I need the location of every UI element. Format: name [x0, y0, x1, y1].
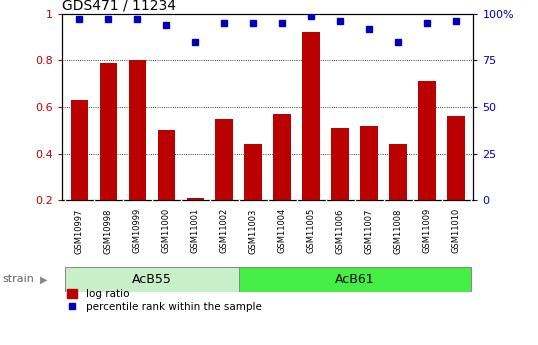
Bar: [244, 144, 262, 200]
Text: GSM11002: GSM11002: [220, 208, 229, 254]
Bar: [70, 100, 88, 200]
Bar: [419, 81, 436, 200]
Text: GSM11006: GSM11006: [336, 208, 345, 254]
Bar: [390, 144, 407, 200]
Text: GSM11005: GSM11005: [307, 208, 316, 254]
Bar: [187, 198, 204, 200]
Bar: [239, 267, 471, 292]
Text: GSM11003: GSM11003: [249, 208, 258, 254]
Bar: [273, 114, 291, 200]
Text: GSM11000: GSM11000: [162, 208, 171, 254]
Bar: [448, 116, 465, 200]
Text: AcB55: AcB55: [132, 273, 172, 286]
Text: GSM11001: GSM11001: [190, 208, 200, 254]
Text: GSM10999: GSM10999: [133, 208, 141, 254]
Text: strain: strain: [3, 275, 34, 284]
Bar: [331, 128, 349, 200]
Bar: [158, 130, 175, 200]
Text: GSM11004: GSM11004: [278, 208, 287, 254]
Text: GSM10998: GSM10998: [104, 208, 113, 254]
Text: GSM11010: GSM11010: [451, 208, 461, 254]
Text: GSM11008: GSM11008: [394, 208, 402, 254]
Text: ▶: ▶: [40, 275, 48, 284]
Legend: log ratio, percentile rank within the sample: log ratio, percentile rank within the sa…: [67, 289, 261, 312]
Text: AcB61: AcB61: [335, 273, 374, 286]
Bar: [360, 126, 378, 200]
Bar: [129, 60, 146, 200]
Bar: [216, 119, 233, 200]
Bar: [65, 267, 239, 292]
Bar: [302, 32, 320, 200]
Text: GDS471 / 11234: GDS471 / 11234: [62, 0, 176, 13]
Text: GSM10997: GSM10997: [75, 208, 84, 254]
Bar: [100, 63, 117, 200]
Text: GSM11007: GSM11007: [365, 208, 373, 254]
Text: GSM11009: GSM11009: [422, 208, 431, 254]
